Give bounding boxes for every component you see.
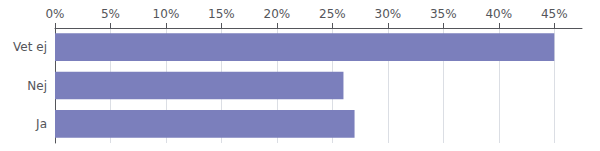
svg-text:40%: 40% [485, 7, 512, 21]
svg-text:0%: 0% [45, 7, 64, 21]
svg-text:35%: 35% [430, 7, 457, 21]
svg-text:25%: 25% [319, 7, 346, 21]
svg-text:Nej: Nej [27, 79, 47, 93]
svg-text:10%: 10% [153, 7, 180, 21]
svg-text:45%: 45% [541, 7, 568, 21]
svg-text:Vet ej: Vet ej [13, 40, 47, 54]
svg-text:Ja: Ja [35, 117, 47, 131]
svg-text:20%: 20% [264, 7, 291, 21]
svg-text:30%: 30% [375, 7, 402, 21]
svg-text:15%: 15% [208, 7, 235, 21]
svg-text:5%: 5% [101, 7, 120, 21]
